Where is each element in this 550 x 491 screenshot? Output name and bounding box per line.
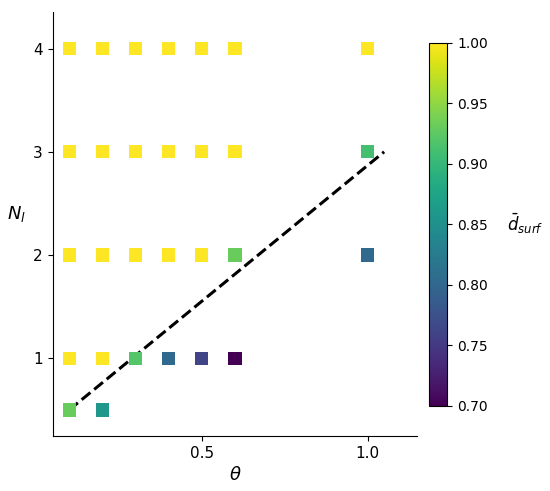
Point [164,251,173,259]
Point [230,355,239,362]
Point [164,45,173,53]
Point [197,355,206,362]
Point [197,251,206,259]
X-axis label: $\theta$: $\theta$ [229,466,241,484]
Point [164,148,173,156]
Point [363,251,372,259]
Point [98,406,107,414]
Point [98,45,107,53]
Point [131,355,140,362]
Point [230,148,239,156]
Point [65,251,74,259]
Point [65,406,74,414]
Point [98,355,107,362]
Y-axis label: $\bar{d}_{surf}$: $\bar{d}_{surf}$ [507,212,544,236]
Point [131,251,140,259]
Point [197,148,206,156]
Point [65,45,74,53]
Point [131,45,140,53]
Point [98,148,107,156]
Point [363,45,372,53]
Point [65,148,74,156]
Point [363,148,372,156]
Point [164,355,173,362]
Point [230,251,239,259]
Point [230,45,239,53]
Y-axis label: $N_l$: $N_l$ [7,204,26,224]
Point [197,45,206,53]
Point [98,251,107,259]
Point [131,148,140,156]
Point [65,355,74,362]
